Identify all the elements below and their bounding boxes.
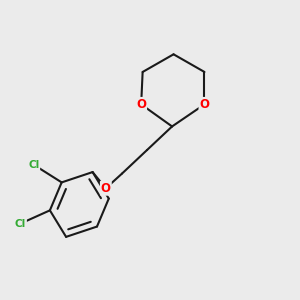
Text: Cl: Cl bbox=[28, 160, 39, 170]
Text: Cl: Cl bbox=[15, 219, 26, 229]
Text: O: O bbox=[200, 98, 209, 111]
Text: O: O bbox=[101, 182, 111, 195]
Text: O: O bbox=[136, 98, 146, 111]
